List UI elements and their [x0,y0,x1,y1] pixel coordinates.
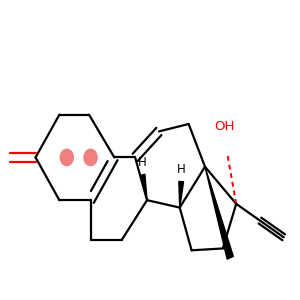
Polygon shape [179,182,184,208]
Text: H: H [177,163,186,176]
Circle shape [84,149,97,166]
Polygon shape [140,174,147,200]
Polygon shape [205,167,233,259]
Text: H: H [138,156,147,169]
Circle shape [60,149,73,166]
Text: OH: OH [214,120,235,133]
